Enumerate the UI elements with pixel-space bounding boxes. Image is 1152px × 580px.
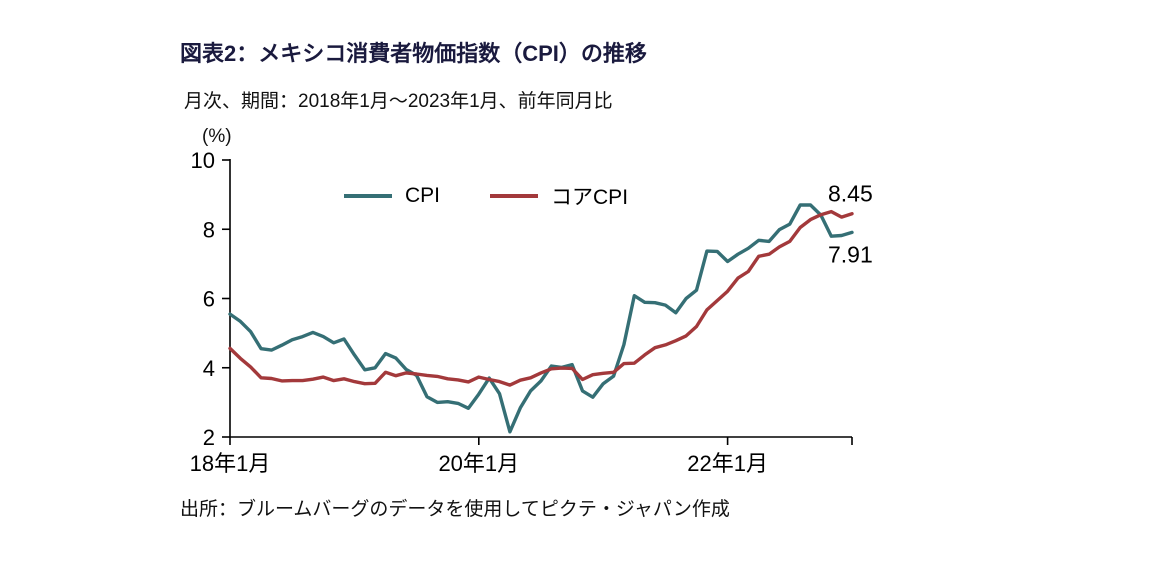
legend-label-core-cpi: コアCPI (551, 186, 629, 209)
x-tick-label: 20年1月 (438, 451, 519, 476)
core-cpi-line-swatch (490, 194, 539, 198)
legend-item-cpi: CPI (344, 184, 440, 208)
core-cpi-line (228, 209, 854, 387)
chart-subtitle: 月次、期間：2018年1月～2023年1月、前年同月比 (184, 91, 613, 112)
legend: CPI コアCPI (344, 181, 678, 211)
x-tick-label: 18年1月 (190, 451, 271, 476)
y-tick-label: 4 (203, 356, 215, 381)
cpi-line (228, 203, 854, 434)
y-tick-label: 6 (203, 287, 215, 312)
cpi-line-swatch (344, 194, 392, 198)
x-tick-label: 22年1月 (687, 451, 768, 476)
source-note: 出所：ブルームバーグのデータを使用してピクテ・ジャパン作成 (180, 499, 730, 520)
y-tick-label: 2 (203, 425, 215, 450)
y-tick-label: 8 (203, 217, 215, 242)
cpi-end-value-label: 7.91 (828, 241, 873, 267)
core-cpi-end-value-label: 8.45 (828, 181, 873, 207)
y-axis-unit-label: (%) (202, 126, 232, 147)
y-tick-label: 10 (191, 148, 215, 173)
chart-title: 図表2：メキシコ消費者物価指数（CPI）の推移 (180, 41, 647, 66)
legend-label-cpi: CPI (405, 184, 441, 207)
legend-item-core-cpi: コアCPI (490, 181, 628, 211)
